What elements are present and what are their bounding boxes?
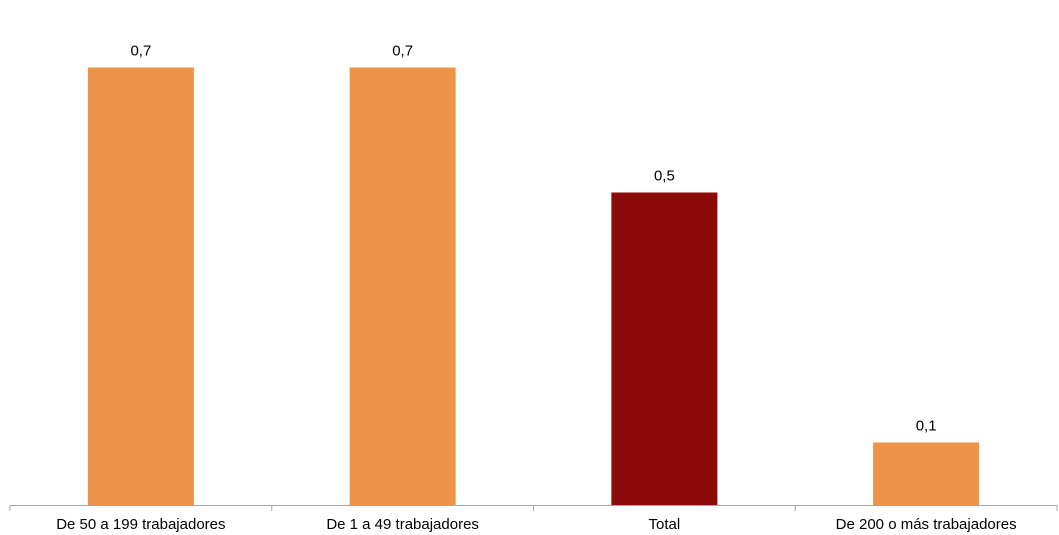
bars-layer	[87, 67, 980, 505]
bar-3	[611, 192, 718, 505]
bar-1	[87, 67, 194, 505]
category-label-1: De 50 a 199 trabajadores	[56, 516, 225, 533]
x-axis	[9, 505, 1058, 511]
category-label-4: De 200 o más trabajadores	[836, 516, 1017, 533]
data-label-2: 0,7	[392, 43, 413, 60]
bar-2	[349, 67, 456, 505]
value-labels-layer: 0,7 0,7 0,5 0,1	[130, 43, 936, 435]
data-label-4: 0,1	[916, 418, 937, 435]
category-label-2: De 1 a 49 trabajadores	[326, 516, 479, 533]
data-label-3: 0,5	[654, 168, 675, 185]
bar-4	[873, 442, 980, 505]
category-label-3: Total	[649, 516, 681, 533]
data-label-1: 0,7	[130, 43, 151, 60]
category-labels-layer: De 50 a 199 trabajadores De 1 a 49 trabaj…	[56, 516, 1016, 533]
